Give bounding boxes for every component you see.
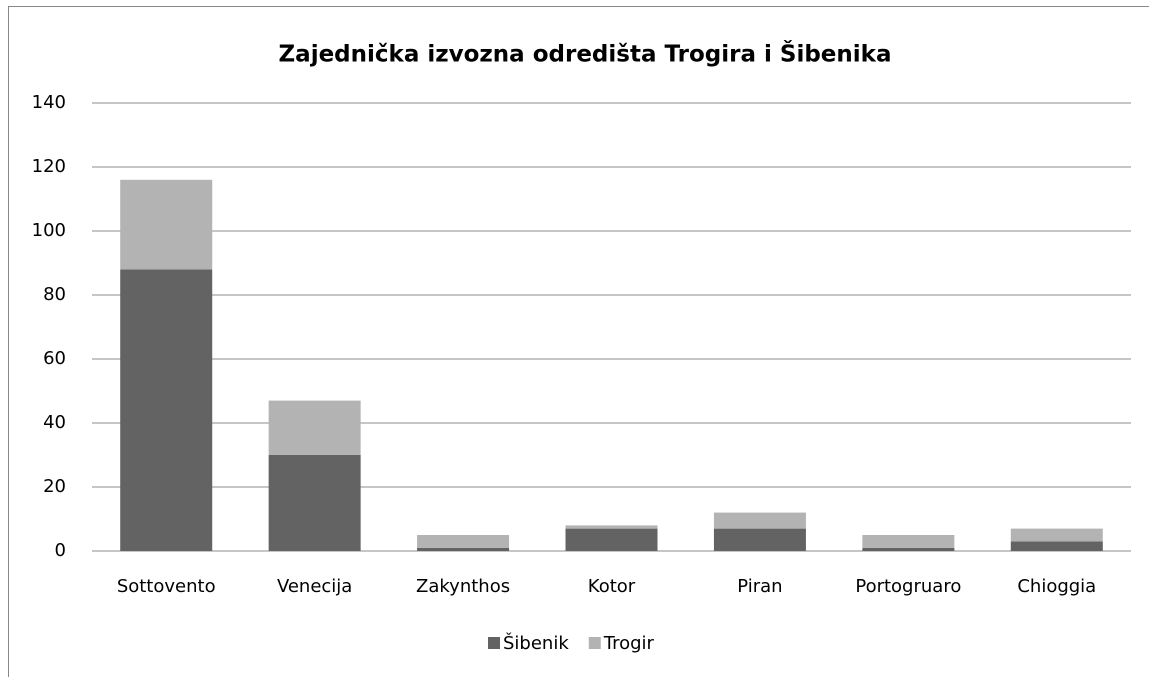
bar-segment (565, 525, 658, 529)
y-tick-label: 40 (43, 412, 66, 433)
y-tick-label: 20 (43, 476, 66, 497)
y-tick-label: 100 (32, 220, 66, 241)
chart-frame (8, 6, 1149, 677)
bar-segment (713, 528, 806, 551)
bar-segment (417, 547, 510, 551)
bar-segment (1010, 541, 1103, 551)
x-tick-label: Piran (737, 576, 782, 597)
legend-label: Šibenik (503, 632, 569, 654)
bar-segment (268, 400, 361, 455)
bar-segment (862, 547, 955, 551)
x-tick-label: Chioggia (1017, 576, 1096, 597)
legend-swatch (488, 637, 500, 649)
y-tick-label: 140 (32, 92, 66, 113)
y-tick-label: 80 (43, 284, 66, 305)
y-tick-label: 60 (43, 348, 66, 369)
bar-segment (268, 455, 361, 551)
x-tick-label: Portogruaro (855, 576, 961, 597)
y-tick-label: 0 (55, 540, 66, 561)
x-tick-label: Venecija (277, 576, 352, 597)
bar-segment (713, 512, 806, 529)
legend-swatch (588, 637, 601, 649)
bar-segment (1010, 528, 1103, 542)
y-tick-label: 120 (32, 156, 66, 177)
x-tick-label: Sottovento (117, 576, 216, 597)
bar-segment (417, 535, 510, 548)
chart-title: Zajednička izvozna odredišta Trogira i Š… (279, 40, 892, 68)
x-tick-label: Zakynthos (416, 576, 510, 597)
x-tick-label: Kotor (588, 576, 636, 597)
bar-segment (565, 528, 658, 551)
bar-segment (120, 179, 213, 270)
legend-label: Trogir (603, 633, 655, 654)
bar-segment (862, 535, 955, 548)
bar-segment (120, 269, 213, 551)
